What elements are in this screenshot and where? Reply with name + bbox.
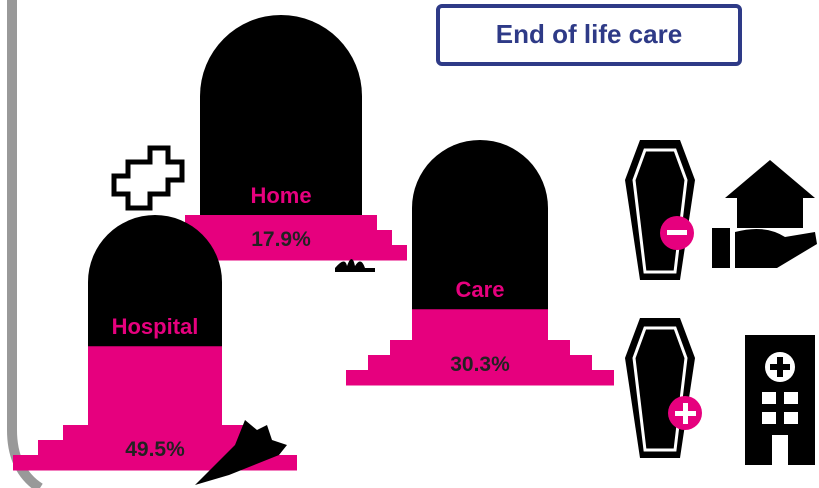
infographic: End of life care Home 17.9% Care 30.3% Hospi… xyxy=(0,0,819,488)
frame-edge xyxy=(12,0,40,488)
category-label: Care xyxy=(456,277,505,302)
category-label: Home xyxy=(250,183,311,208)
hand-icon xyxy=(712,228,817,268)
value-label: 30.3% xyxy=(450,353,510,376)
value-label: 49.5% xyxy=(125,438,185,461)
coffin-icon xyxy=(625,318,695,458)
value-label: 17.9% xyxy=(251,228,311,251)
category-label: Hospital xyxy=(112,314,199,339)
cross-icon xyxy=(114,148,182,208)
house-icon xyxy=(725,160,815,228)
chart-title: End of life care xyxy=(496,19,682,49)
coffin-icon xyxy=(625,140,695,280)
grass-icon xyxy=(335,259,375,272)
